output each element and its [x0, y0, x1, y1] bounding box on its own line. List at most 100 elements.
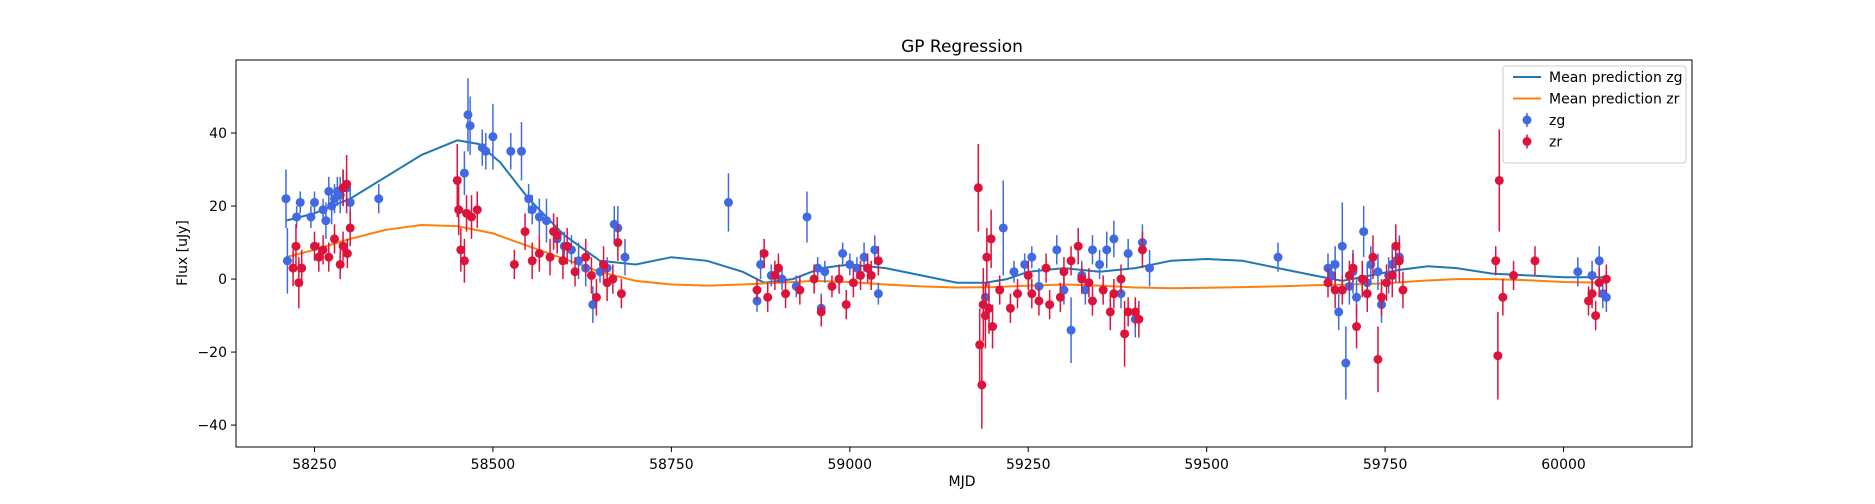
data-point: [973, 183, 983, 193]
axes: 58250 58500 58750 59000 59250 59500 59750 60000…: [197, 126, 1585, 473]
data-point: [1348, 263, 1358, 273]
y-tick-label: 40: [209, 126, 227, 142]
data-point: [1382, 278, 1392, 288]
data-point: [1273, 252, 1283, 262]
data-point: [1005, 303, 1015, 313]
data-point: [552, 230, 562, 240]
data-point: [1066, 325, 1076, 335]
data-point: [581, 252, 591, 262]
data-point: [310, 197, 320, 207]
data-point: [988, 322, 998, 332]
data-point: [1359, 227, 1369, 237]
data-point: [345, 223, 355, 233]
data-point: [841, 300, 851, 310]
data-point: [777, 274, 787, 284]
data-point: [1077, 274, 1087, 284]
data-point: [1123, 307, 1133, 317]
data-point: [620, 252, 630, 262]
data-point: [1337, 241, 1347, 251]
data-point: [982, 252, 992, 262]
data-point: [1059, 267, 1069, 277]
data-point: [980, 311, 990, 321]
data-point: [1137, 245, 1147, 255]
data-point: [870, 245, 880, 255]
y-tick-label: −40: [197, 418, 227, 434]
data-point: [467, 212, 477, 222]
data-point: [781, 289, 791, 299]
data-point: [1601, 274, 1611, 284]
data-point: [1009, 267, 1019, 277]
data-point: [1109, 289, 1119, 299]
data-point: [995, 285, 1005, 295]
data-point: [456, 245, 466, 255]
data-point: [345, 197, 355, 207]
data-point: [756, 259, 766, 269]
data-point: [297, 263, 307, 273]
data-point: [1587, 289, 1597, 299]
x-tick-label: 58750: [649, 457, 694, 473]
data-point: [506, 146, 516, 156]
data-point: [524, 194, 534, 204]
data-point: [595, 267, 605, 277]
data-point: [292, 212, 302, 222]
data-point: [1509, 270, 1519, 280]
data-point: [465, 121, 475, 131]
data-point: [586, 270, 596, 280]
data-point: [1584, 296, 1594, 306]
data-point: [291, 241, 301, 251]
data-point: [488, 132, 498, 142]
data-point: [541, 216, 551, 226]
x-tick-label: 60000: [1541, 457, 1586, 473]
series-zg: [281, 78, 1611, 400]
data-point: [1120, 329, 1130, 339]
data-point: [1330, 285, 1340, 295]
data-point: [1066, 256, 1076, 266]
data-point: [1116, 274, 1126, 284]
legend-label: zg: [1549, 113, 1565, 129]
data-point: [1594, 256, 1604, 266]
data-point: [1059, 285, 1069, 295]
data-point: [1087, 245, 1097, 255]
data-point: [1573, 267, 1583, 277]
data-point: [608, 274, 618, 284]
data-point: [613, 238, 623, 248]
legend-label: Mean prediction zg: [1549, 70, 1683, 86]
y-axis-label: Flux [uJy]: [175, 220, 191, 286]
data-point: [1020, 259, 1030, 269]
data-point: [852, 263, 862, 273]
data-point: [1095, 259, 1105, 269]
data-point: [1145, 263, 1155, 273]
x-tick-label: 59000: [828, 457, 873, 473]
chart-title: GP Regression: [901, 37, 1023, 57]
data-point: [1394, 256, 1404, 266]
data-point: [534, 249, 544, 258]
data-point: [562, 241, 572, 251]
data-point: [558, 256, 568, 266]
data-point: [1080, 285, 1090, 295]
data-point: [452, 175, 462, 185]
data-point: [306, 212, 316, 222]
data-point: [1494, 175, 1504, 185]
series-zr: [288, 129, 1611, 429]
data-point: [1594, 278, 1604, 288]
x-tick-label: 59250: [1006, 457, 1051, 473]
data-point: [1491, 256, 1501, 266]
data-point: [1045, 300, 1055, 310]
data-point: [763, 292, 773, 302]
plot-frame: [235, 59, 1693, 448]
data-point: [1023, 270, 1033, 280]
data-point: [1587, 270, 1597, 280]
data-point: [1493, 351, 1503, 361]
data-point: [591, 292, 601, 302]
data-point: [1330, 259, 1340, 269]
data-point: [838, 249, 848, 258]
data-point: [1398, 285, 1408, 295]
data-point: [1352, 292, 1362, 302]
data-point: [770, 270, 780, 280]
data-point: [977, 380, 987, 390]
data-point: [1368, 252, 1378, 262]
data-point: [1098, 285, 1108, 295]
data-point: [374, 194, 384, 204]
y-tick-label: −20: [197, 345, 227, 361]
